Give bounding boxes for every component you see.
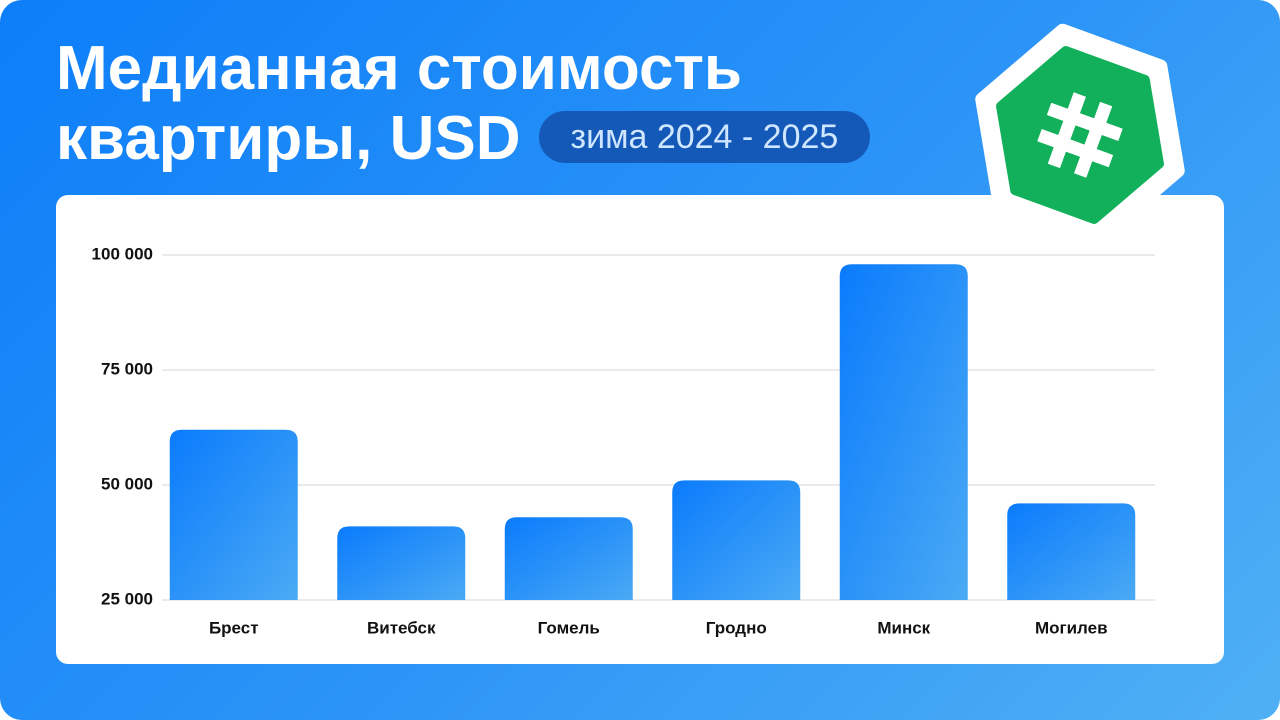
header: Медианная стоимость квартиры, USD зима 20…: [56, 34, 936, 174]
chart-title: Медианная стоимость квартиры, USD: [56, 34, 742, 173]
bar: [504, 517, 633, 600]
x-tick-label: Брест: [209, 618, 259, 637]
x-tick-label: Могилев: [1035, 618, 1108, 637]
x-tick-label: Гродно: [706, 618, 767, 637]
x-tick-label: Витебск: [367, 618, 436, 637]
bar: [839, 264, 968, 600]
y-tick-label: 50 000: [101, 474, 153, 493]
x-tick-label: Гомель: [538, 618, 600, 637]
bar: [169, 429, 298, 600]
logo: [975, 23, 1185, 247]
bar: [337, 526, 466, 600]
bar: [672, 480, 801, 600]
subtitle-badge: зима 2024 - 2025: [538, 110, 871, 163]
bar: [1007, 503, 1136, 600]
x-tick-label: Минск: [877, 618, 930, 637]
y-tick-label: 100 000: [92, 244, 153, 263]
y-tick-label: 25 000: [101, 589, 153, 608]
y-tick-label: 75 000: [101, 359, 153, 378]
